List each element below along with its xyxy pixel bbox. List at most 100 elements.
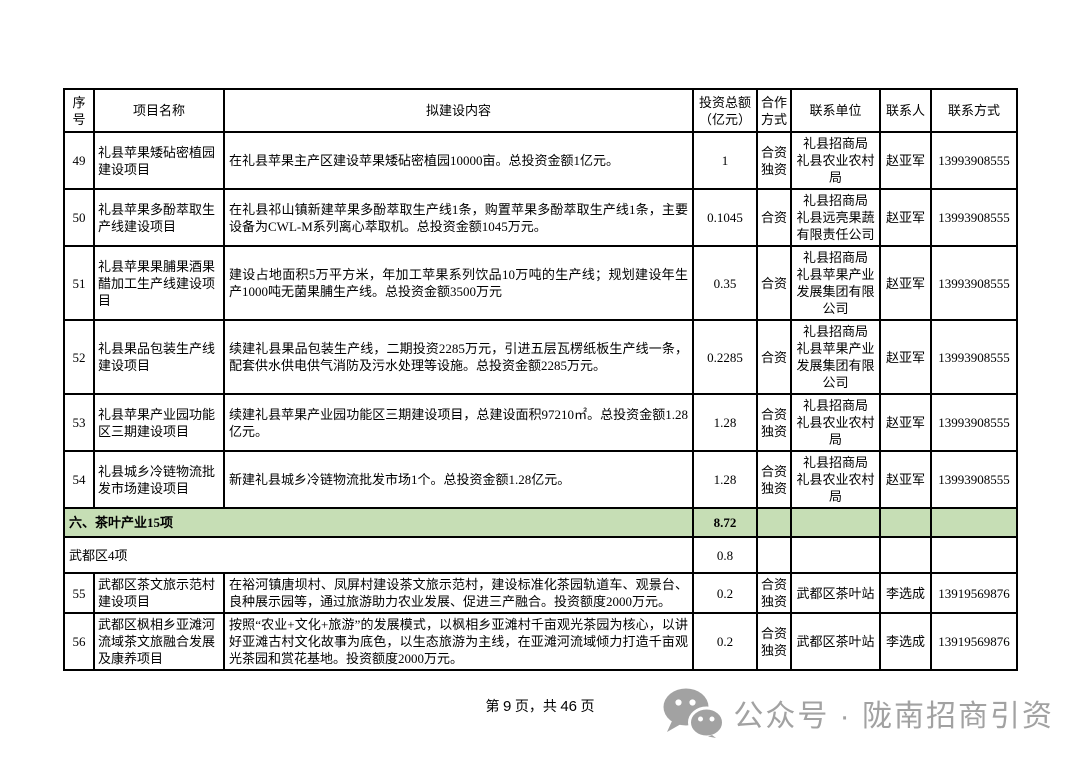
- section-header-row: 六、茶叶产业15项 8.72: [63, 507, 1018, 538]
- cell-empty: [756, 536, 792, 574]
- cell-investment-amount: 0.2: [692, 572, 758, 614]
- cell-section-amount: 8.72: [692, 507, 758, 538]
- cell-contact-phone: 13993908555: [930, 319, 1018, 395]
- cell-contact-person: 李选成: [879, 572, 932, 614]
- wechat-bubbles-icon: [662, 688, 725, 738]
- cell-cooperation-mode: 合资: [756, 188, 792, 247]
- cell-empty: [879, 536, 932, 574]
- cell-serial-number: 55: [63, 572, 95, 614]
- cell-project-name: 礼县苹果多酚萃取生产线建设项目: [93, 188, 225, 247]
- cell-construction-content: 续建礼县苹果产业园功能区三期建设项目，总建设面积97210㎡。总投资金额1.28…: [223, 393, 694, 452]
- cell-project-name: 礼县城乡冷链物流批发市场建设项目: [93, 450, 225, 509]
- cell-construction-content: 续建礼县果品包装生产线，二期投资2285万元，引进五层瓦楞纸板生产线一条，配套供…: [223, 319, 694, 395]
- cell-cooperation-mode: 合资 独资: [756, 612, 792, 671]
- cell-contact-person: 李选成: [879, 612, 932, 671]
- cell-empty: [930, 536, 1018, 574]
- header-contact-phone: 联系方式: [930, 88, 1018, 133]
- cell-contact-person: 赵亚军: [879, 393, 932, 452]
- header-contact-unit: 联系单位: [790, 88, 881, 133]
- wechat-watermark: 公众号 · 陇南招商引资: [662, 688, 1054, 738]
- table-header-row: 序号 项目名称 拟建设内容 投资总额 （亿元） 合作 方式 联系单位 联系人 联…: [63, 88, 1018, 133]
- cell-contact-phone: 13993908555: [930, 393, 1018, 452]
- cell-contact-person: 赵亚军: [879, 319, 932, 395]
- cell-contact-phone: 13919569876: [930, 612, 1018, 671]
- header-construction-content: 拟建设内容: [223, 88, 694, 133]
- cell-construction-content: 在裕河镇唐坝村、凤屏村建设茶文旅示范村，建设标准化茶园轨道车、观景台、良种展示园…: [223, 572, 694, 614]
- cell-project-name: 礼县苹果矮砧密植园建设项目: [93, 131, 225, 190]
- cell-contact-phone: 13993908555: [930, 188, 1018, 247]
- cell-investment-amount: 0.1045: [692, 188, 758, 247]
- header-serial-number: 序号: [63, 88, 95, 133]
- current-page-number: 9: [502, 698, 512, 715]
- cell-empty: [790, 536, 881, 574]
- header-cooperation-mode: 合作 方式: [756, 88, 792, 133]
- cell-investment-amount: 0.2285: [692, 319, 758, 395]
- cell-contact-person: 赵亚军: [879, 450, 932, 509]
- page-indicator: 第 9 页，共 46 页: [0, 696, 1080, 716]
- project-row: 56 武都区枫相乡亚滩河流域茶文旅融合发展及康养项目 按照“农业+文化+旅游”的…: [63, 612, 1018, 671]
- project-row: 50 礼县苹果多酚萃取生产线建设项目 在礼县祁山镇新建苹果多酚萃取生产线1条，购…: [63, 188, 1018, 247]
- cell-serial-number: 53: [63, 393, 95, 452]
- cell-contact-unit: 武都区茶叶站: [790, 612, 881, 671]
- cell-construction-content: 在礼县苹果主产区建设苹果矮砧密植园10000亩。总投资金额1亿元。: [223, 131, 694, 190]
- cell-contact-person: 赵亚军: [879, 131, 932, 190]
- subsection-row: 武都区4项 0.8: [63, 536, 1018, 574]
- cell-contact-phone: 13993908555: [930, 450, 1018, 509]
- cell-contact-unit: 礼县招商局 礼县苹果产业发展集团有限公司: [790, 245, 881, 321]
- cell-empty: [790, 507, 881, 538]
- cell-project-name: 礼县苹果产业园功能区三期建设项目: [93, 393, 225, 452]
- cell-serial-number: 56: [63, 612, 95, 671]
- cell-construction-content: 按照“农业+文化+旅游”的发展模式，以枫相乡亚滩村千亩观光茶园为核心，以讲好亚滩…: [223, 612, 694, 671]
- project-row: 54 礼县城乡冷链物流批发市场建设项目 新建礼县城乡冷链物流批发市场1个。总投资…: [63, 450, 1018, 509]
- project-row: 52 礼县果品包装生产线建设项目 续建礼县果品包装生产线，二期投资2285万元，…: [63, 319, 1018, 395]
- project-row: 53 礼县苹果产业园功能区三期建设项目 续建礼县苹果产业园功能区三期建设项目，总…: [63, 393, 1018, 452]
- cell-investment-amount: 0.2: [692, 612, 758, 671]
- project-row: 55 武都区茶文旅示范村建设项目 在裕河镇唐坝村、凤屏村建设茶文旅示范村，建设标…: [63, 572, 1018, 614]
- cell-cooperation-mode: 合资 独资: [756, 572, 792, 614]
- cell-investment-amount: 0.35: [692, 245, 758, 321]
- cell-empty: [930, 507, 1018, 538]
- cell-empty: [879, 507, 932, 538]
- cell-project-name: 武都区茶文旅示范村建设项目: [93, 572, 225, 614]
- cell-cooperation-mode: 合资 独资: [756, 131, 792, 190]
- cell-serial-number: 54: [63, 450, 95, 509]
- header-project-name: 项目名称: [93, 88, 225, 133]
- cell-investment-amount: 1: [692, 131, 758, 190]
- cell-project-name: 礼县苹果果脯果酒果醋加工生产线建设项目: [93, 245, 225, 321]
- project-row: 51 礼县苹果果脯果酒果醋加工生产线建设项目 建设占地面积5万平方米，年加工苹果…: [63, 245, 1018, 321]
- page-indicator-middle: 页，共: [511, 700, 561, 715]
- cell-contact-unit: 礼县招商局 礼县农业农村局: [790, 393, 881, 452]
- table-body: 49 礼县苹果矮砧密植园建设项目 在礼县苹果主产区建设苹果矮砧密植园10000亩…: [63, 131, 1018, 671]
- cell-construction-content: 新建礼县城乡冷链物流批发市场1个。总投资金额1.28亿元。: [223, 450, 694, 509]
- cell-serial-number: 49: [63, 131, 95, 190]
- cell-serial-number: 50: [63, 188, 95, 247]
- cell-empty: [756, 507, 792, 538]
- cell-construction-content: 建设占地面积5万平方米，年加工苹果系列饮品10万吨的生产线；规划建设年生产100…: [223, 245, 694, 321]
- cell-cooperation-mode: 合资 独资: [756, 393, 792, 452]
- page-indicator-suffix: 页: [577, 700, 595, 715]
- cell-cooperation-mode: 合资: [756, 319, 792, 395]
- cell-contact-person: 赵亚军: [879, 245, 932, 321]
- project-row: 49 礼县苹果矮砧密植园建设项目 在礼县苹果主产区建设苹果矮砧密植园10000亩…: [63, 131, 1018, 190]
- cell-contact-phone: 13993908555: [930, 131, 1018, 190]
- cell-serial-number: 52: [63, 319, 95, 395]
- cell-cooperation-mode: 合资: [756, 245, 792, 321]
- cell-contact-unit: 武都区茶叶站: [790, 572, 881, 614]
- header-investment-amount: 投资总额 （亿元）: [692, 88, 758, 133]
- cell-investment-amount: 1.28: [692, 393, 758, 452]
- cell-contact-phone: 13919569876: [930, 572, 1018, 614]
- cell-contact-unit: 礼县招商局 礼县苹果产业发展集团有限公司: [790, 319, 881, 395]
- investment-project-table: 序号 项目名称 拟建设内容 投资总额 （亿元） 合作 方式 联系单位 联系人 联…: [63, 88, 1018, 671]
- cell-project-name: 礼县果品包装生产线建设项目: [93, 319, 225, 395]
- cell-project-name: 武都区枫相乡亚滩河流域茶文旅融合发展及康养项目: [93, 612, 225, 671]
- total-page-number: 46: [560, 698, 578, 715]
- cell-serial-number: 51: [63, 245, 95, 321]
- cell-section-label: 六、茶叶产业15项: [63, 507, 694, 538]
- header-contact-person: 联系人: [879, 88, 932, 133]
- watermark-text: 公众号 · 陇南招商引资: [733, 700, 1054, 733]
- page-indicator-prefix: 第: [485, 700, 503, 715]
- cell-investment-amount: 1.28: [692, 450, 758, 509]
- cell-contact-unit: 礼县招商局 礼县远亮果蔬有限责任公司: [790, 188, 881, 247]
- cell-contact-person: 赵亚军: [879, 188, 932, 247]
